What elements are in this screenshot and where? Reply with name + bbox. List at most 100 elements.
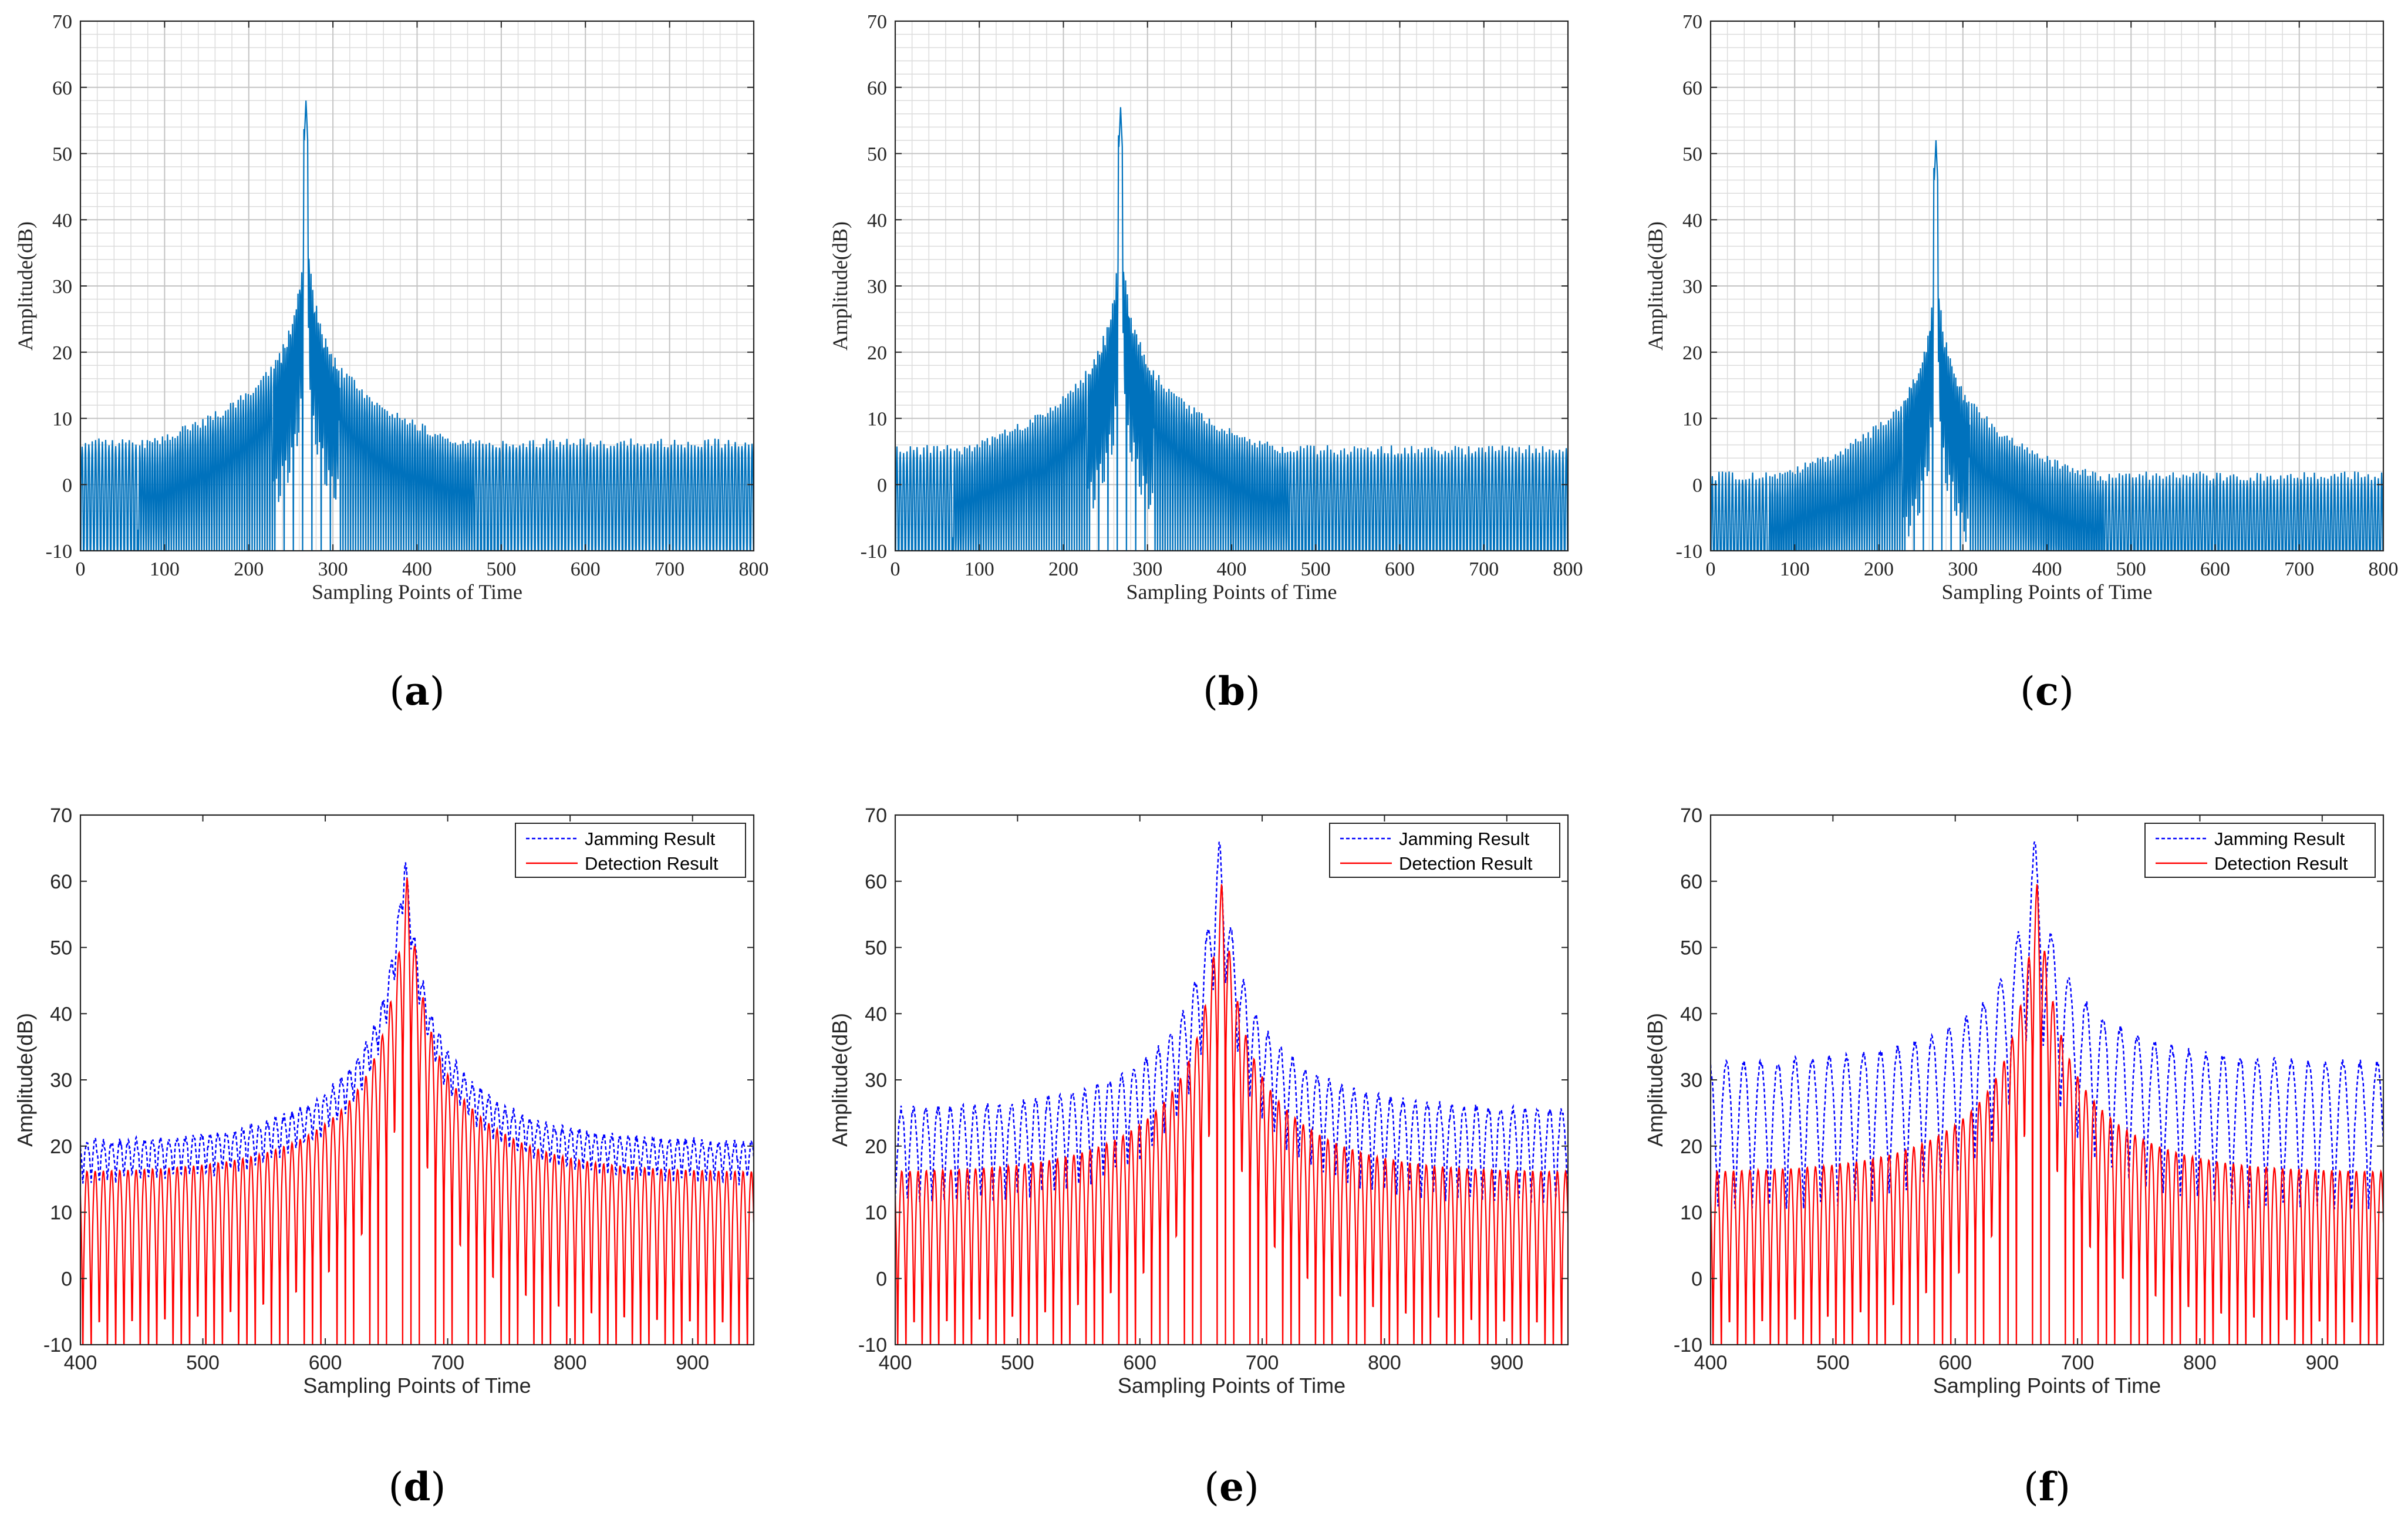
x-tick-label: 0 [1706, 558, 1716, 580]
x-axis-label: Sampling Points of Time [312, 580, 522, 604]
y-tick-label: 50 [50, 937, 72, 960]
x-tick-label: 800 [554, 1352, 587, 1374]
legend-label: Jamming Result [1399, 829, 1530, 849]
y-tick-label: 0 [62, 474, 72, 496]
y-tick-label: 10 [867, 409, 887, 430]
x-tick-label: 700 [2061, 1352, 2095, 1374]
x-tick-label: 300 [1132, 558, 1162, 580]
y-tick-label: -10 [858, 1334, 887, 1356]
x-tick-label: 500 [1816, 1352, 1850, 1374]
y-tick-label: 50 [1682, 144, 1702, 166]
legend-label: Detection Result [2214, 853, 2348, 874]
x-tick-label: 100 [150, 558, 180, 580]
y-tick-label: -10 [861, 541, 887, 563]
detection-result-line [80, 877, 754, 1345]
y-tick-label: 20 [867, 342, 887, 364]
caption-d: (d) [389, 1464, 446, 1510]
y-tick-label: -10 [43, 1334, 72, 1356]
y-tick-label: 10 [865, 1202, 887, 1224]
x-tick-label: 700 [1469, 558, 1499, 580]
x-tick-label: 600 [1938, 1352, 1972, 1374]
y-tick-label: 30 [1680, 1069, 1702, 1092]
legend-label: Detection Result [585, 853, 719, 874]
y-tick-label: 70 [865, 804, 887, 827]
x-axis-label: Sampling Points of Time [1126, 580, 1337, 604]
x-tick-label: 700 [2284, 558, 2314, 580]
legend-box [1329, 823, 1560, 878]
y-tick-label: 0 [876, 1268, 887, 1290]
axes: 0 100 200 300 400 500 600 700 800-10010203040506… [828, 11, 1583, 604]
x-tick-label: 200 [234, 558, 264, 580]
y-tick-label: 70 [52, 11, 72, 33]
y-tick-label: 60 [52, 78, 72, 99]
y-tick-label: 10 [1682, 409, 1702, 430]
x-tick-label: 600 [1123, 1352, 1156, 1374]
chart-f: 400 500 600 700 800 900 -10 0 10 20 30 40 50 60 70 Samp… [1643, 804, 2385, 1398]
y-tick-label: 60 [1680, 871, 1702, 893]
y-axis-label: Amplitude(dB) [828, 1013, 852, 1147]
chart-e: 400 500 600 700 800 900 -10 0 10 20 30 40 50 60 70 Samp… [828, 804, 1569, 1398]
y-tick-label: 30 [1682, 276, 1702, 298]
detection-result-line [1711, 884, 2383, 1345]
y-tick-label: 20 [1682, 342, 1702, 364]
y-tick-label: 20 [1680, 1136, 1702, 1158]
y-tick-label: 40 [50, 1003, 72, 1025]
plot-area [895, 815, 1568, 1345]
x-tick-label: 500 [2116, 558, 2146, 580]
y-tick-label: 20 [50, 1136, 72, 1158]
x-tick-label: 0 [891, 558, 901, 580]
x-tick-label: 800 [739, 558, 769, 580]
y-tick-label: 70 [867, 11, 887, 33]
x-tick-label: 100 [1780, 558, 1810, 580]
plot-area [80, 815, 754, 1345]
y-tick-label: 40 [1682, 210, 1702, 231]
x-tick-label: 100 [964, 558, 994, 580]
y-tick-label: 20 [52, 342, 72, 364]
legend-box [2144, 823, 2376, 878]
y-tick-label: -10 [1676, 541, 1702, 563]
y-tick-label: 50 [52, 144, 72, 166]
axes: 400 500 600 700 800 900 -10 0 10 20 30 40 50 60 70 Samp… [13, 804, 755, 1398]
y-axis-label: Amplitude(dB) [13, 1013, 37, 1147]
y-tick-label: 70 [1682, 11, 1702, 33]
x-tick-label: 900 [1490, 1352, 1523, 1374]
x-tick-label: 400 [64, 1352, 97, 1374]
x-tick-label: 300 [318, 558, 348, 580]
series-line [1711, 140, 2383, 551]
caption-c: (c) [2020, 668, 2074, 714]
x-tick-label: 0 [76, 558, 86, 580]
legend: Jamming Result Detection Result [2144, 823, 2376, 878]
y-tick-label: 20 [865, 1136, 887, 1158]
y-tick-label: 0 [1691, 1268, 1702, 1290]
x-tick-label: 600 [2200, 558, 2230, 580]
x-tick-label: 500 [486, 558, 516, 580]
chart-a: 0 100 200 300 400 500 600 700 800-10010203040506… [14, 11, 769, 604]
y-tick-label: 70 [1680, 804, 1702, 827]
y-axis-label: Amplitude(dB) [1643, 1013, 1667, 1147]
jamming-result-line [1711, 841, 2383, 1210]
legend-label: Jamming Result [585, 829, 716, 849]
y-tick-label: 40 [867, 210, 887, 231]
y-tick-label: 0 [61, 1268, 72, 1290]
y-tick-label: 50 [865, 937, 887, 960]
y-tick-label: 40 [1680, 1003, 1702, 1025]
y-tick-label: 60 [865, 871, 887, 893]
x-tick-label: 400 [1217, 558, 1247, 580]
x-tick-label: 700 [655, 558, 684, 580]
y-tick-label: 70 [50, 804, 72, 827]
y-axis-label: Amplitude(dB) [14, 221, 37, 351]
y-tick-label: 60 [1682, 78, 1702, 99]
axes: 0 100 200 300 400 500 600 700 800-10010203040506… [1644, 11, 2399, 604]
x-axis-label: Sampling Points of Time [303, 1373, 531, 1398]
legend-label: Jamming Result [2214, 829, 2345, 849]
x-axis-label: Sampling Points of Time [1933, 1373, 2161, 1398]
x-tick-label: 600 [571, 558, 601, 580]
x-tick-label: 400 [879, 1352, 912, 1374]
x-tick-label: 800 [2369, 558, 2399, 580]
series-line [80, 100, 754, 551]
x-tick-label: 800 [1368, 1352, 1401, 1374]
y-tick-label: 40 [52, 210, 72, 231]
x-tick-label: 600 [309, 1352, 342, 1374]
y-tick-label: 0 [877, 474, 887, 496]
series-line [895, 107, 1568, 551]
